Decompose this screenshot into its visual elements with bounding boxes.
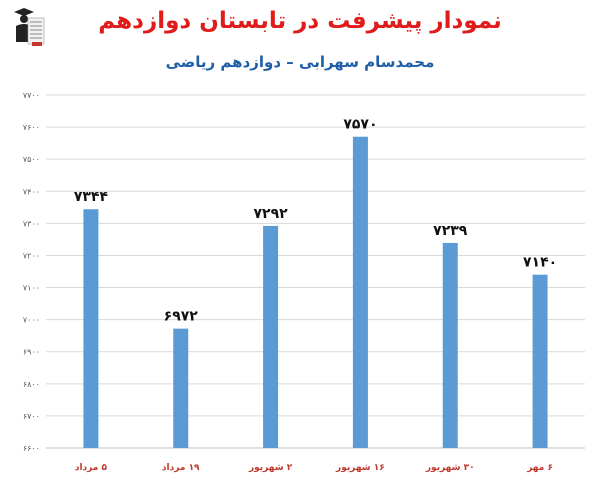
- y-tick-label: ۷۷۰۰: [23, 91, 40, 100]
- y-tick-label: ۶۶۰۰: [23, 444, 40, 453]
- y-tick-label: ۷۵۰۰: [23, 155, 40, 164]
- logo: [6, 4, 46, 48]
- data-label: ۷۱۴۰: [523, 255, 557, 271]
- y-tick-label: ۶۹۰۰: [23, 348, 40, 357]
- data-label: ۷۳۴۴: [74, 189, 109, 205]
- x-tick-label: ۳۰ شهریور: [425, 463, 475, 473]
- y-tick-label: ۷۰۰۰: [23, 316, 40, 325]
- chart-subtitle: محمدسام سهرابی – دوازدهم ریاضی: [165, 53, 435, 71]
- y-tick-label: ۶۸۰۰: [23, 380, 40, 389]
- y-tick-label: ۷۲۰۰: [23, 251, 40, 260]
- y-tick-label: ۷۱۰۰: [23, 284, 40, 293]
- data-label: ۷۲۹۲: [253, 206, 288, 222]
- x-tick-label: ۱۶ شهریور: [335, 463, 385, 473]
- y-tick-label: ۷۴۰۰: [23, 187, 40, 196]
- data-label: ۷۲۳۹: [433, 223, 468, 239]
- bars: [83, 136, 548, 448]
- bar: [263, 225, 279, 448]
- x-tick-label: ۶ مهر: [526, 463, 553, 473]
- y-axis-ticks: ۶۶۰۰ ۶۷۰۰ ۶۸۰۰ ۶۹۰۰ ۷۰۰۰ ۷۱۰۰ ۷۲۰۰ ۷۳۰۰ ۷۴۰۰ ۷۵۰۰…: [23, 91, 40, 453]
- y-tick-label: ۶۷۰۰: [23, 412, 40, 421]
- bar: [532, 274, 548, 448]
- bar: [352, 136, 368, 448]
- data-label: ۷۵۷۰: [343, 117, 377, 133]
- x-axis-ticks: ۵ مرداد ۱۹ مرداد ۲ شهریور ۱۶ شهریور ۳۰ شهریو…: [75, 463, 553, 473]
- y-tick-label: ۷۶۰۰: [23, 123, 40, 132]
- x-tick-label: ۲ شهریور: [248, 463, 293, 473]
- data-labels: ۷۳۴۴ ۶۹۷۲ ۷۲۹۲ ۷۵۷۰ ۷۲۳۹ ۷۱۴۰: [74, 117, 557, 325]
- grid-lines: [46, 94, 585, 449]
- y-tick-label: ۷۳۰۰: [23, 219, 40, 228]
- chart-title: نمودار پیشرفت در تابستان دوازدهم: [98, 8, 502, 34]
- x-tick-label: ۵ مرداد: [75, 463, 108, 473]
- bar: [442, 242, 458, 448]
- x-tick-label: ۱۹ مرداد: [162, 463, 200, 473]
- graduate-figure-icon: [6, 4, 46, 48]
- data-label: ۶۹۷۲: [164, 309, 199, 325]
- bar: [83, 209, 99, 448]
- bar: [173, 328, 189, 448]
